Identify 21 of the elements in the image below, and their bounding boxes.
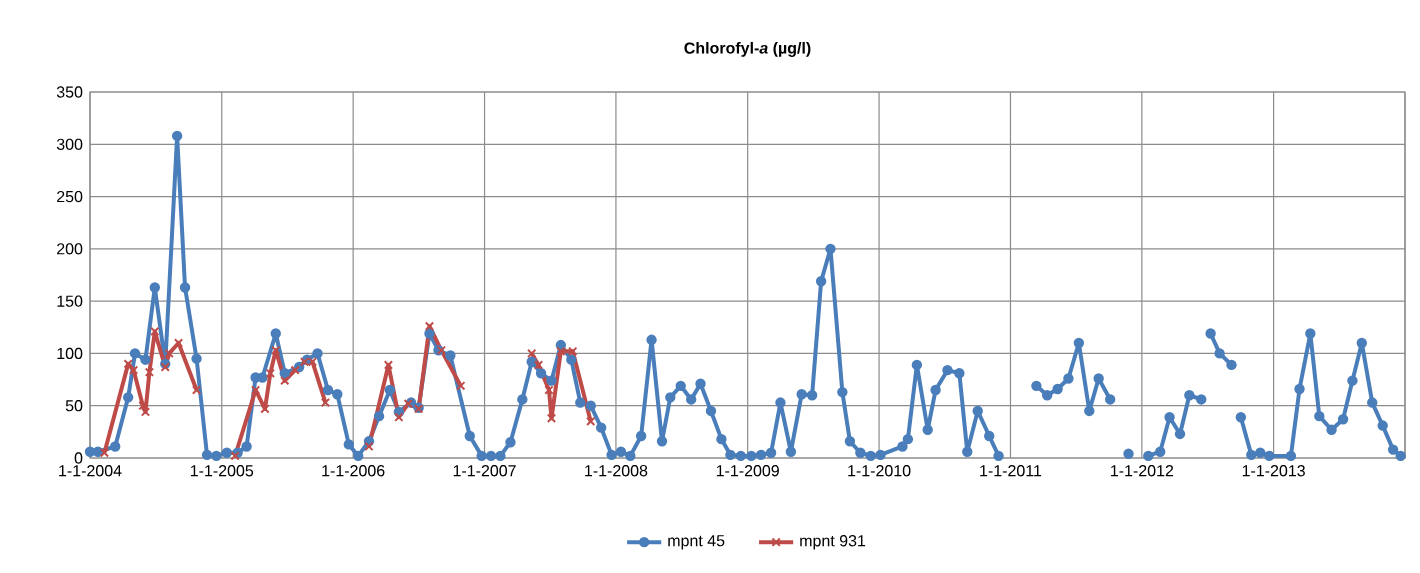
x-tick-label: 1-1-2007 [453,465,516,477]
x-tick-label: 1-1-2008 [585,465,648,477]
legend-label: mpnt 931 [800,535,866,550]
y-tick-label: 250 [57,190,83,203]
y-tick-label: 50 [65,400,83,412]
x-tick-label: 1-1-2004 [59,465,122,477]
x-tick-label: 1-1-2005 [190,465,254,477]
y-tick-label: 0 [74,452,83,464]
x-tick-label: 1-1-2011 [980,465,1042,477]
x-tick-label: 1-1-2013 [1242,465,1305,477]
x-tick-label: 1-1-2006 [322,465,385,477]
x-tick-label: 1-1-2010 [848,465,911,477]
y-tick-label: 200 [57,243,83,255]
y-tick-label: 300 [56,138,83,150]
y-tick-label: 150 [57,295,83,307]
chart-title: Chlorofyl-a (µg/l) [684,41,811,57]
x-tick-label: 1-1-2012 [1111,465,1174,477]
y-tick-label: 350 [56,86,83,98]
y-tick-label: 100 [57,347,83,360]
x-tick-label: 1-1-2009 [716,465,779,477]
legend-label: mpnt 45 [668,535,725,550]
